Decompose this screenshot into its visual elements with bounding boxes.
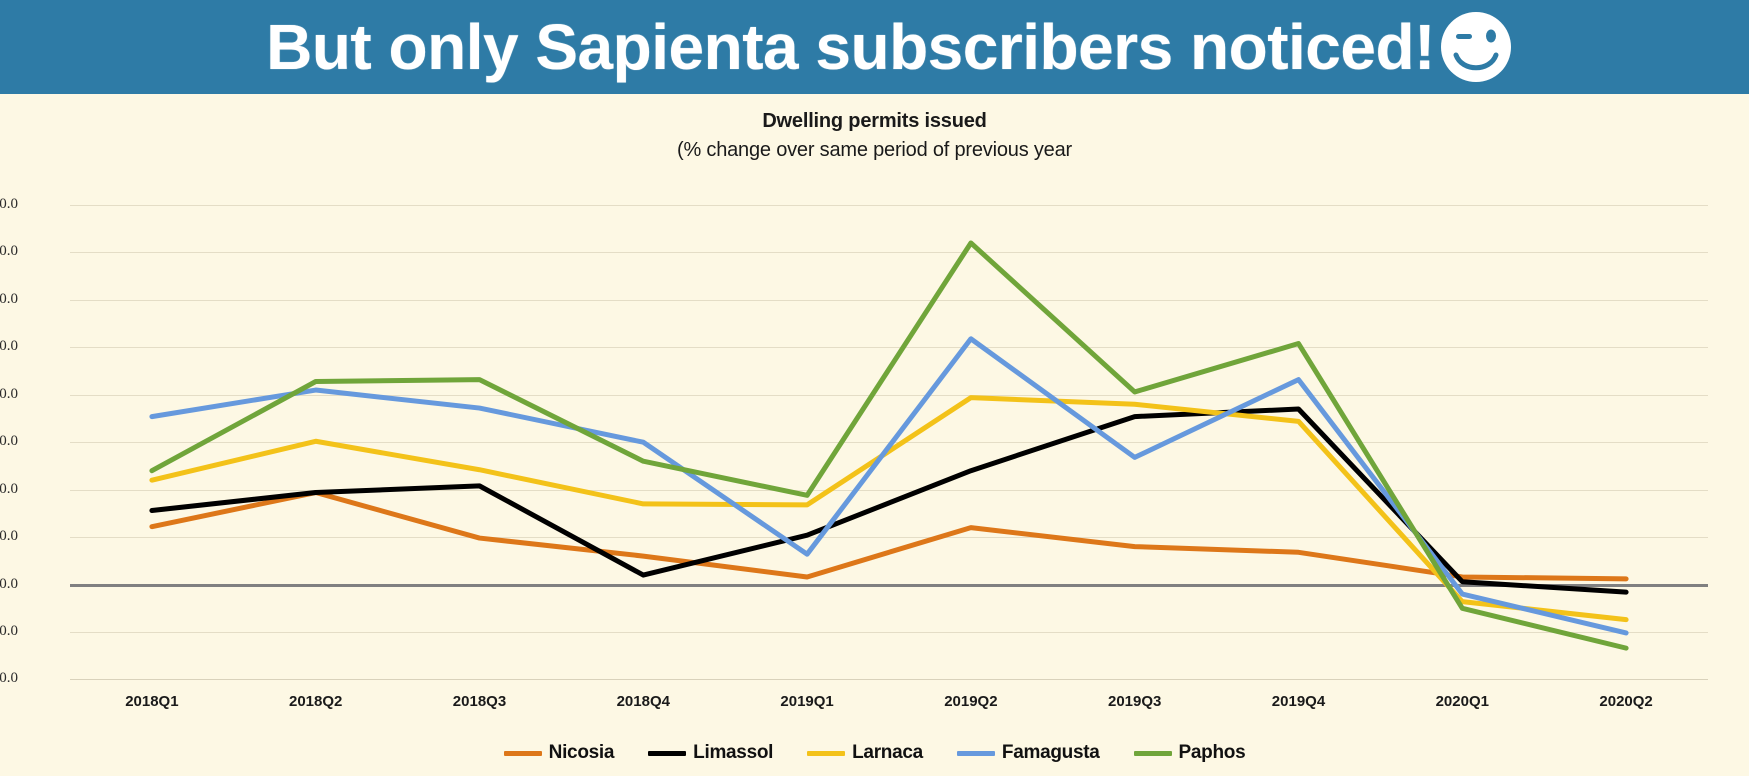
x-axis-tick-label: 2018Q3 bbox=[452, 693, 507, 710]
legend-item-famagusta[interactable]: Famagusta bbox=[956, 742, 1100, 764]
gridline bbox=[70, 489, 1708, 491]
series-line-larnaca bbox=[149, 395, 1629, 623]
legend: Nicosia Limassol Larnaca Famagusta Paphos bbox=[0, 742, 1749, 764]
legend-swatch-icon bbox=[807, 750, 846, 756]
legend-item-paphos[interactable]: Paphos bbox=[1133, 742, 1246, 764]
x-axis-tick-label: 2019Q1 bbox=[780, 693, 834, 710]
y-axis-tick-label: 300.0 bbox=[0, 290, 18, 307]
y-axis-tick-label: 350.0 bbox=[0, 243, 18, 260]
legend-label: Larnaca bbox=[852, 742, 923, 763]
gridline bbox=[70, 632, 1708, 633]
legend-swatch-icon bbox=[648, 750, 687, 756]
chart-container: Dwelling permits issued (% change over s… bbox=[0, 94, 1749, 776]
y-axis-tick-label: 100.0 bbox=[0, 480, 18, 497]
legend-swatch-icon bbox=[503, 750, 542, 756]
gridline bbox=[70, 205, 1708, 206]
series-lines bbox=[149, 240, 1629, 651]
gridline bbox=[70, 299, 1708, 301]
legend-item-nicosia[interactable]: Nicosia bbox=[503, 742, 615, 764]
gridline bbox=[70, 394, 1708, 396]
zero-axis-line bbox=[70, 583, 1708, 587]
legend-label: Limassol bbox=[693, 742, 774, 763]
legend-swatch-icon bbox=[956, 750, 995, 756]
x-axis-tick-label: 2020Q2 bbox=[1599, 693, 1653, 710]
y-axis-tick-label: 200.0 bbox=[0, 385, 18, 402]
series-line-nicosia bbox=[149, 490, 1629, 582]
series-line-famagusta bbox=[149, 336, 1629, 636]
gridline bbox=[70, 347, 1708, 349]
plot-area: 400.0 350.0 300.0 250.0 200.0 150.0 100.0 50.0 0… bbox=[0, 196, 1708, 710]
chart-title: Dwelling permits issued bbox=[762, 110, 987, 132]
legend-label: Nicosia bbox=[548, 742, 615, 763]
legend-item-larnaca[interactable]: Larnaca bbox=[807, 742, 923, 764]
winking-smiley-face-icon bbox=[1440, 12, 1511, 82]
legend-label: Famagusta bbox=[1001, 742, 1100, 763]
series-line-limassol bbox=[149, 406, 1629, 595]
banner-content: But only Sapienta subscribers noticed! bbox=[266, 8, 1515, 86]
y-axis-tick-label: 150.0 bbox=[0, 433, 18, 450]
x-axis-tick-label: 2018Q4 bbox=[616, 693, 670, 710]
y-axis-tick-label: 250.0 bbox=[0, 338, 18, 355]
series-line-paphos bbox=[149, 240, 1629, 651]
y-axis-tick-label: -100.0 bbox=[0, 670, 18, 687]
gridline bbox=[70, 252, 1708, 254]
banner-title: But only Sapienta subscribers noticed! bbox=[266, 11, 1435, 83]
y-axis-tick-label: 50.0 bbox=[0, 528, 18, 545]
y-axis-tick-label: 0.0 bbox=[0, 575, 18, 592]
legend-label: Paphos bbox=[1178, 742, 1246, 763]
x-axis-tick-label: 2019Q3 bbox=[1107, 693, 1162, 710]
gridline bbox=[70, 537, 1708, 539]
x-axis-tick-label: 2019Q4 bbox=[1271, 693, 1326, 710]
chart-subtitle: (% change over same period of previous y… bbox=[677, 139, 1072, 161]
legend-swatch-icon bbox=[1133, 750, 1172, 756]
y-axis-tick-label: -50.0 bbox=[0, 623, 18, 639]
x-axis-tick-label: 2018Q2 bbox=[288, 693, 343, 710]
y-axis-tick-label: 400.0 bbox=[0, 196, 18, 212]
legend-item-limassol[interactable]: Limassol bbox=[648, 742, 773, 764]
x-axis-tick-label: 2019Q2 bbox=[944, 693, 998, 710]
banner: But only Sapienta subscribers noticed! bbox=[0, 0, 1749, 94]
x-axis-tick-label: 2020Q1 bbox=[1435, 693, 1489, 710]
x-axis-tick-label: 2018Q1 bbox=[125, 693, 179, 710]
x-axis-line bbox=[70, 679, 1708, 680]
